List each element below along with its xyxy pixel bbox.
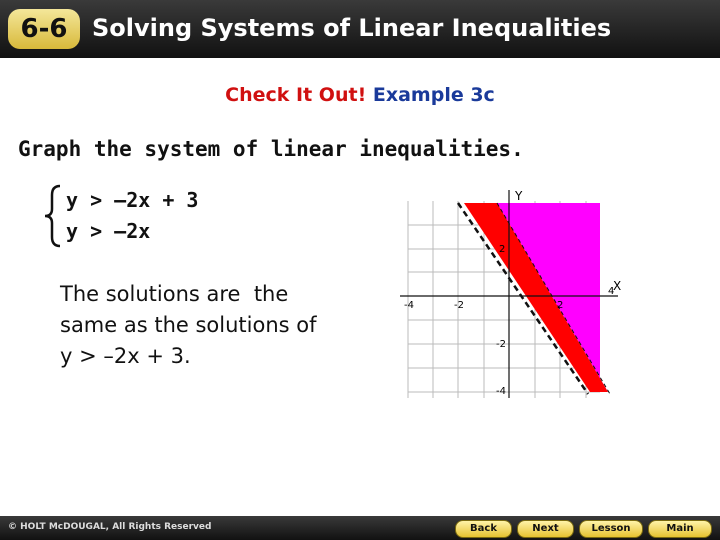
explanation-line: same as the solutions of [60, 313, 317, 337]
next-button[interactable]: Next [517, 520, 574, 538]
back-button[interactable]: Back [455, 520, 512, 538]
y-tick-label: -2 [496, 339, 506, 350]
subtitle-lead: Check It Out! [225, 84, 367, 106]
inequality: y > –2x + 3 [66, 188, 199, 212]
y-tick-label: -4 [496, 386, 506, 397]
subtitle: Check It Out! Example 3c [0, 84, 720, 106]
brace [44, 184, 61, 248]
x-tick-label: 2 [557, 300, 563, 311]
lesson-badge: 6-6 [8, 9, 80, 49]
graph: Y X -4 -2 2 4 2 -2 -4 [400, 189, 621, 398]
inequality: y > –2x [66, 219, 151, 243]
region-red [464, 203, 608, 392]
x-tick-label: -4 [404, 300, 414, 311]
x-tick-label: -2 [454, 300, 464, 311]
header-bar [0, 0, 720, 58]
subtitle-example: Example 3c [372, 84, 495, 106]
boundary-line [456, 202, 590, 395]
copyright: © HOLT McDOUGAL, All Rights Reserved [8, 522, 212, 532]
explanation-line: The solutions are the [60, 282, 289, 306]
x-tick-label: 4 [608, 286, 614, 297]
slide-title: Solving Systems of Linear Inequalities [92, 14, 612, 42]
lesson-button[interactable]: Lesson [579, 520, 643, 538]
y-axis-label: Y [514, 189, 523, 203]
y-tick-label: 2 [499, 244, 505, 255]
main-button[interactable]: Main [648, 520, 712, 538]
explanation-line: y > –2x + 3. [60, 344, 191, 368]
prompt: Graph the system of linear inequalities. [18, 137, 524, 161]
x-axis-label: X [613, 279, 621, 293]
